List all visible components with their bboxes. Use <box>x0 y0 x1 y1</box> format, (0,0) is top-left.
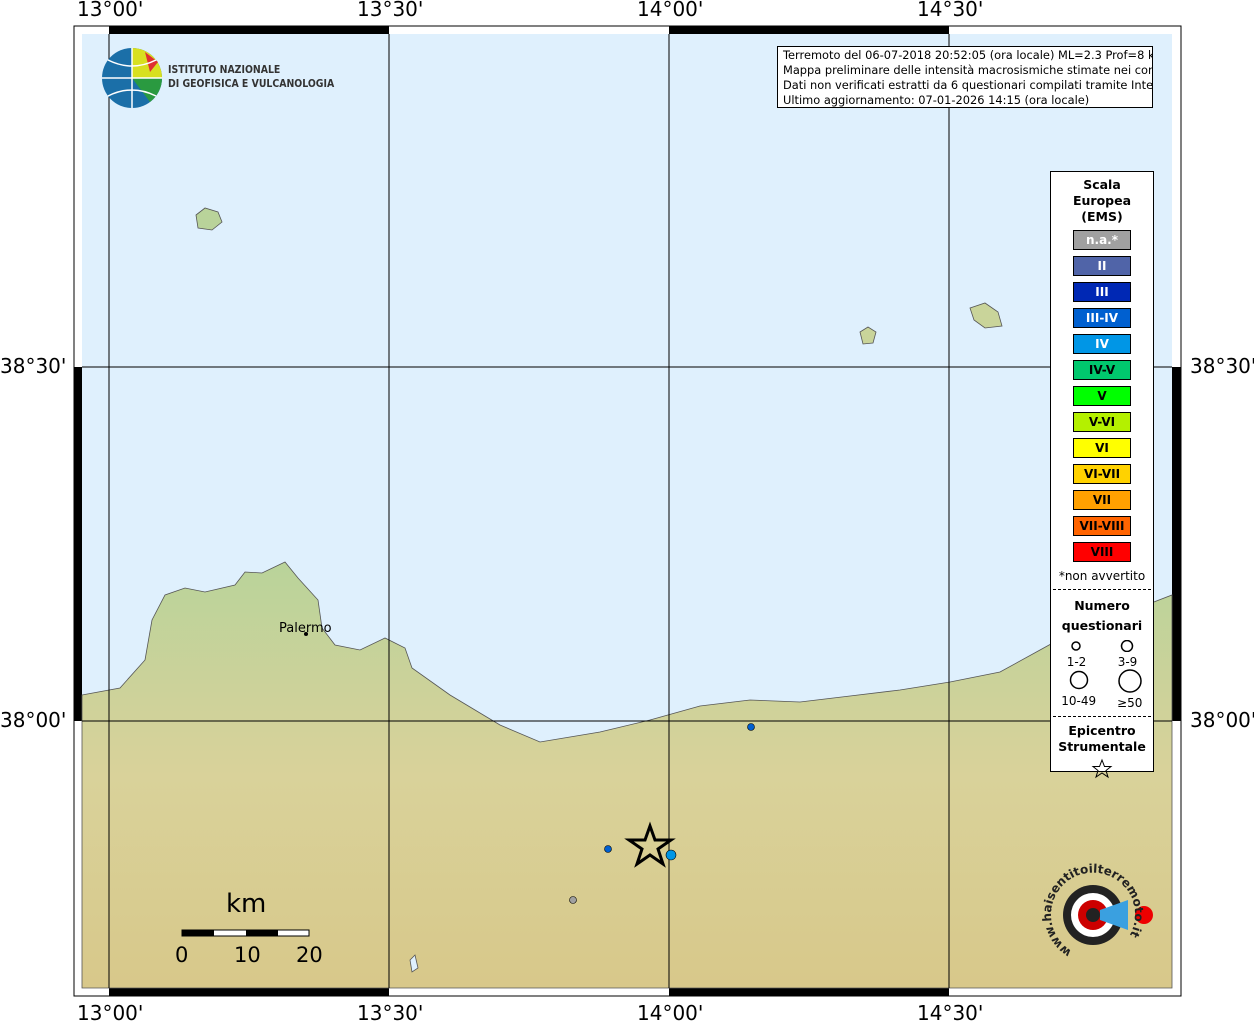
legend-intensity-item: III <box>1073 282 1131 302</box>
island-ustica <box>195 207 223 231</box>
info-line: Terremoto del 06-07-2018 20:52:05 (ora l… <box>783 48 1153 62</box>
lon-tick-top: 13°00' <box>77 0 144 21</box>
count-label: 10-49 <box>1061 694 1097 708</box>
count-label: 3-9 <box>1117 655 1138 669</box>
logo-line: DI GEOFISICA E VULCANOLOGIA <box>168 77 335 90</box>
scale-unit: km <box>226 889 267 919</box>
lon-tick-bottom: 13°30' <box>357 1001 424 1025</box>
scale-label: 20 <box>296 943 323 967</box>
legend: Scala Europea (EMS) n.a.* II III III-IV IV IV… <box>1050 171 1154 779</box>
count-title: Numero <box>1074 598 1130 613</box>
count-title: questionari <box>1061 618 1143 633</box>
epicenter-star-icon <box>624 821 676 868</box>
legend-intensity-item: VII-VIII <box>1073 516 1131 536</box>
info-line: Ultimo aggiornamento: 07-01-2026 14:15 (… <box>783 93 1090 107</box>
logo-line: ISTITUTO NAZIONALE <box>168 63 281 76</box>
lon-tick-bottom: 14°30' <box>917 1001 984 1025</box>
lon-tick-bottom: 14°00' <box>637 1001 704 1025</box>
scale-label: 0 <box>175 943 189 967</box>
observation-point <box>569 896 577 904</box>
lon-tick-top: 14°00' <box>637 0 704 21</box>
legend-intensity-item: VI-VII <box>1073 464 1131 484</box>
legend-intensity-item: VIII <box>1073 542 1131 562</box>
scale-label: 10 <box>234 943 261 967</box>
count-label: ≥50 <box>1117 696 1143 710</box>
legend-title: Europea <box>1072 193 1132 208</box>
legend-intensity-item: III-IV <box>1073 308 1131 328</box>
island-filicudi <box>969 302 1003 329</box>
lat-tick-right: 38°30' <box>1190 354 1254 378</box>
scale-bar <box>181 929 310 937</box>
legend-note: *non avvertito <box>1058 569 1146 583</box>
info-line: Mappa preliminare delle intensità macros… <box>783 63 1153 77</box>
legend-intensity-item: VII <box>1073 490 1131 510</box>
epicenter-title: Epicentro <box>1068 723 1136 738</box>
lat-tick-left: 38°30' <box>0 354 67 378</box>
ingv-logo-text: ISTITUTO NAZIONALE DI GEOFISICA E VULCAN… <box>168 63 334 91</box>
legend-intensity-item: V-VI <box>1073 412 1131 432</box>
ingv-logo-icon <box>102 48 162 108</box>
count-label: 1-2 <box>1066 655 1087 669</box>
epicenter-star-icon <box>1091 758 1113 779</box>
legend-intensity-item: IV-V <box>1073 360 1131 380</box>
legend-title: (EMS) <box>1081 209 1123 224</box>
legend-title: Scala <box>1083 177 1121 192</box>
legend-intensity-item: VI <box>1073 438 1131 458</box>
island-alicudi <box>859 326 877 345</box>
lon-tick-top: 13°30' <box>357 0 424 21</box>
event-info-box: Terremoto del 06-07-2018 20:52:05 (ora l… <box>777 46 1153 108</box>
lon-tick-top: 14°30' <box>917 0 984 21</box>
legend-intensity-item: n.a.* <box>1073 230 1131 250</box>
observation-point <box>604 845 612 853</box>
observation-point <box>747 723 755 731</box>
haisentito-logo-icon <box>1063 885 1153 945</box>
legend-intensity-item: V <box>1073 386 1131 406</box>
graticule <box>82 34 1172 988</box>
legend-intensity-item: II <box>1073 256 1131 276</box>
legend-intensity-list: n.a.* II III III-IV IV IV-V V V-VI VI VI-VII VII VI… <box>1051 230 1153 562</box>
lat-tick-right: 38°00' <box>1190 708 1254 732</box>
epicenter-title: Strumentale <box>1058 739 1146 754</box>
place-label-palermo: Palermo <box>279 621 332 636</box>
sicily-land <box>81 561 1173 989</box>
lat-tick-left: 38°00' <box>0 708 67 732</box>
observation-point <box>665 849 677 861</box>
info-line: Dati non verificati estratti da 6 questi… <box>783 78 1153 92</box>
legend-intensity-item: IV <box>1073 334 1131 354</box>
lon-tick-bottom: 13°00' <box>77 1001 144 1025</box>
